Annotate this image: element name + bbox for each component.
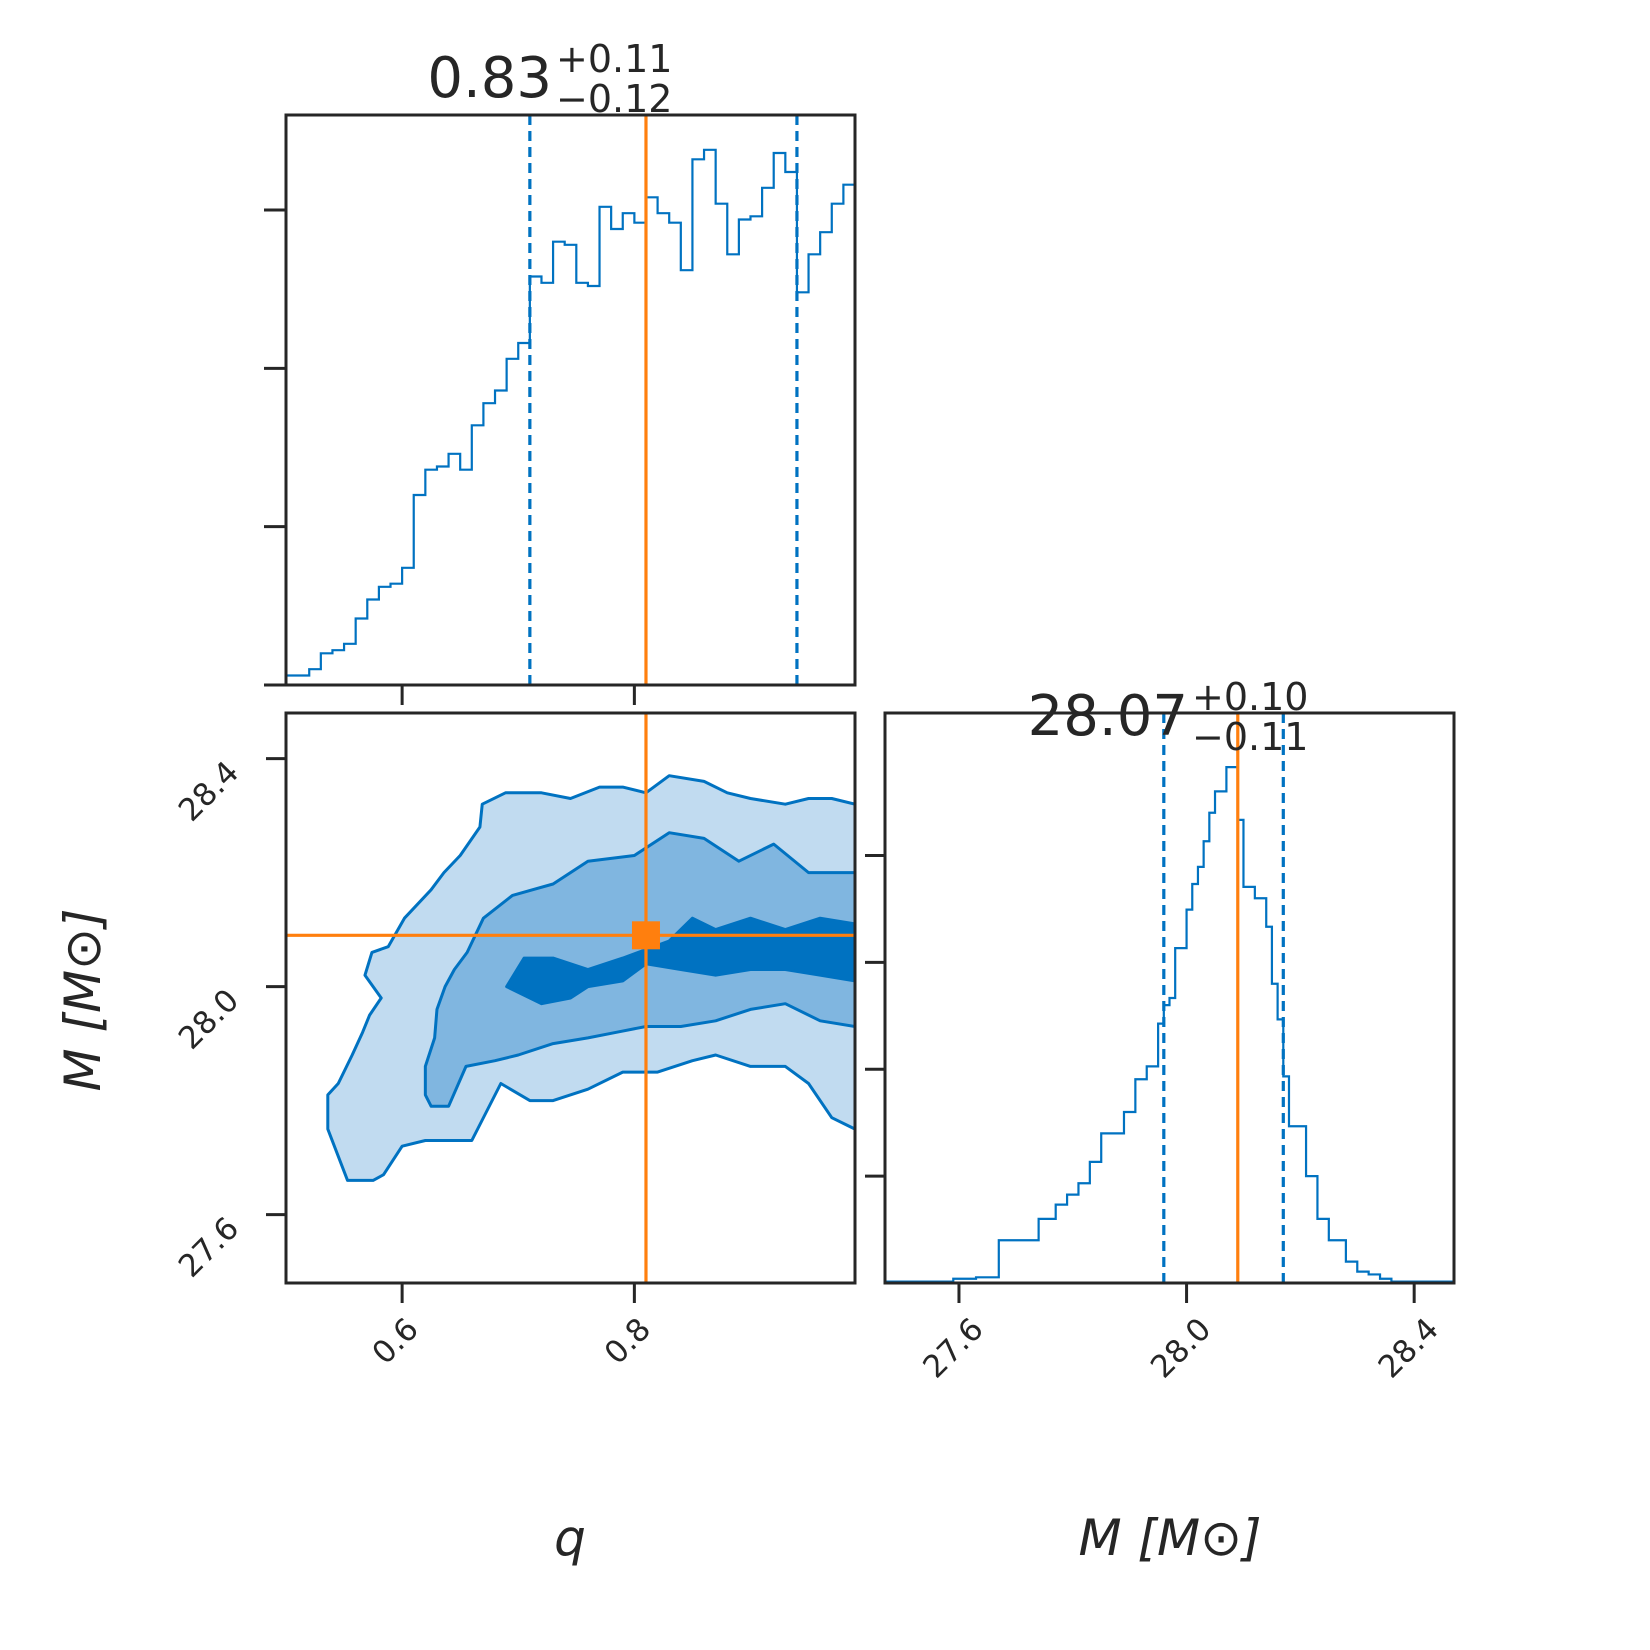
contour-level-3 <box>505 916 855 1006</box>
q-title-plus: +0.11 <box>556 37 672 81</box>
mass-xtick-label-1: 28.0 <box>1144 1311 1218 1385</box>
q-axis-label: q <box>554 1509 586 1567</box>
contour-frame <box>284 711 857 1285</box>
q-title-minus: −0.12 <box>556 77 672 121</box>
q-histogram-step <box>284 148 855 685</box>
mass-xtick-label-0: 27.6 <box>916 1311 990 1385</box>
contour-ytick-label-0: 27.6 <box>172 1210 246 1284</box>
mass-title-plus: +0.10 <box>1192 675 1308 719</box>
mass-marginal-panel: 27.6 28.0 28.4 <box>865 711 1456 1385</box>
mass-axis-label-y: M [M⊙] <box>54 908 112 1091</box>
q-marginal-frame <box>284 113 857 687</box>
mass-title: 28.07 <box>1028 684 1188 749</box>
contour-layers <box>326 774 855 1182</box>
truth-marker <box>631 921 660 950</box>
contour-ytick-label-2: 28.4 <box>172 754 246 828</box>
mass-marginal-frame <box>883 711 1456 1285</box>
mass-xtick-label-2: 28.4 <box>1372 1311 1446 1385</box>
q-marginal-panel <box>264 113 857 705</box>
mass-title-minus: −0.11 <box>1192 715 1308 759</box>
contour-xtick-label-1: 0.8 <box>598 1311 658 1371</box>
mass-histogram-step <box>883 766 1454 1283</box>
mass-axis-label-x: M [M⊙] <box>1078 1509 1261 1567</box>
joint-contour-panel: 0.6 0.8 27.6 28.0 28.4 <box>172 711 857 1372</box>
contour-xtick-label-0: 0.6 <box>365 1311 425 1371</box>
q-title: 0.83 <box>427 46 552 111</box>
contour-ytick-label-1: 28.0 <box>172 982 246 1056</box>
